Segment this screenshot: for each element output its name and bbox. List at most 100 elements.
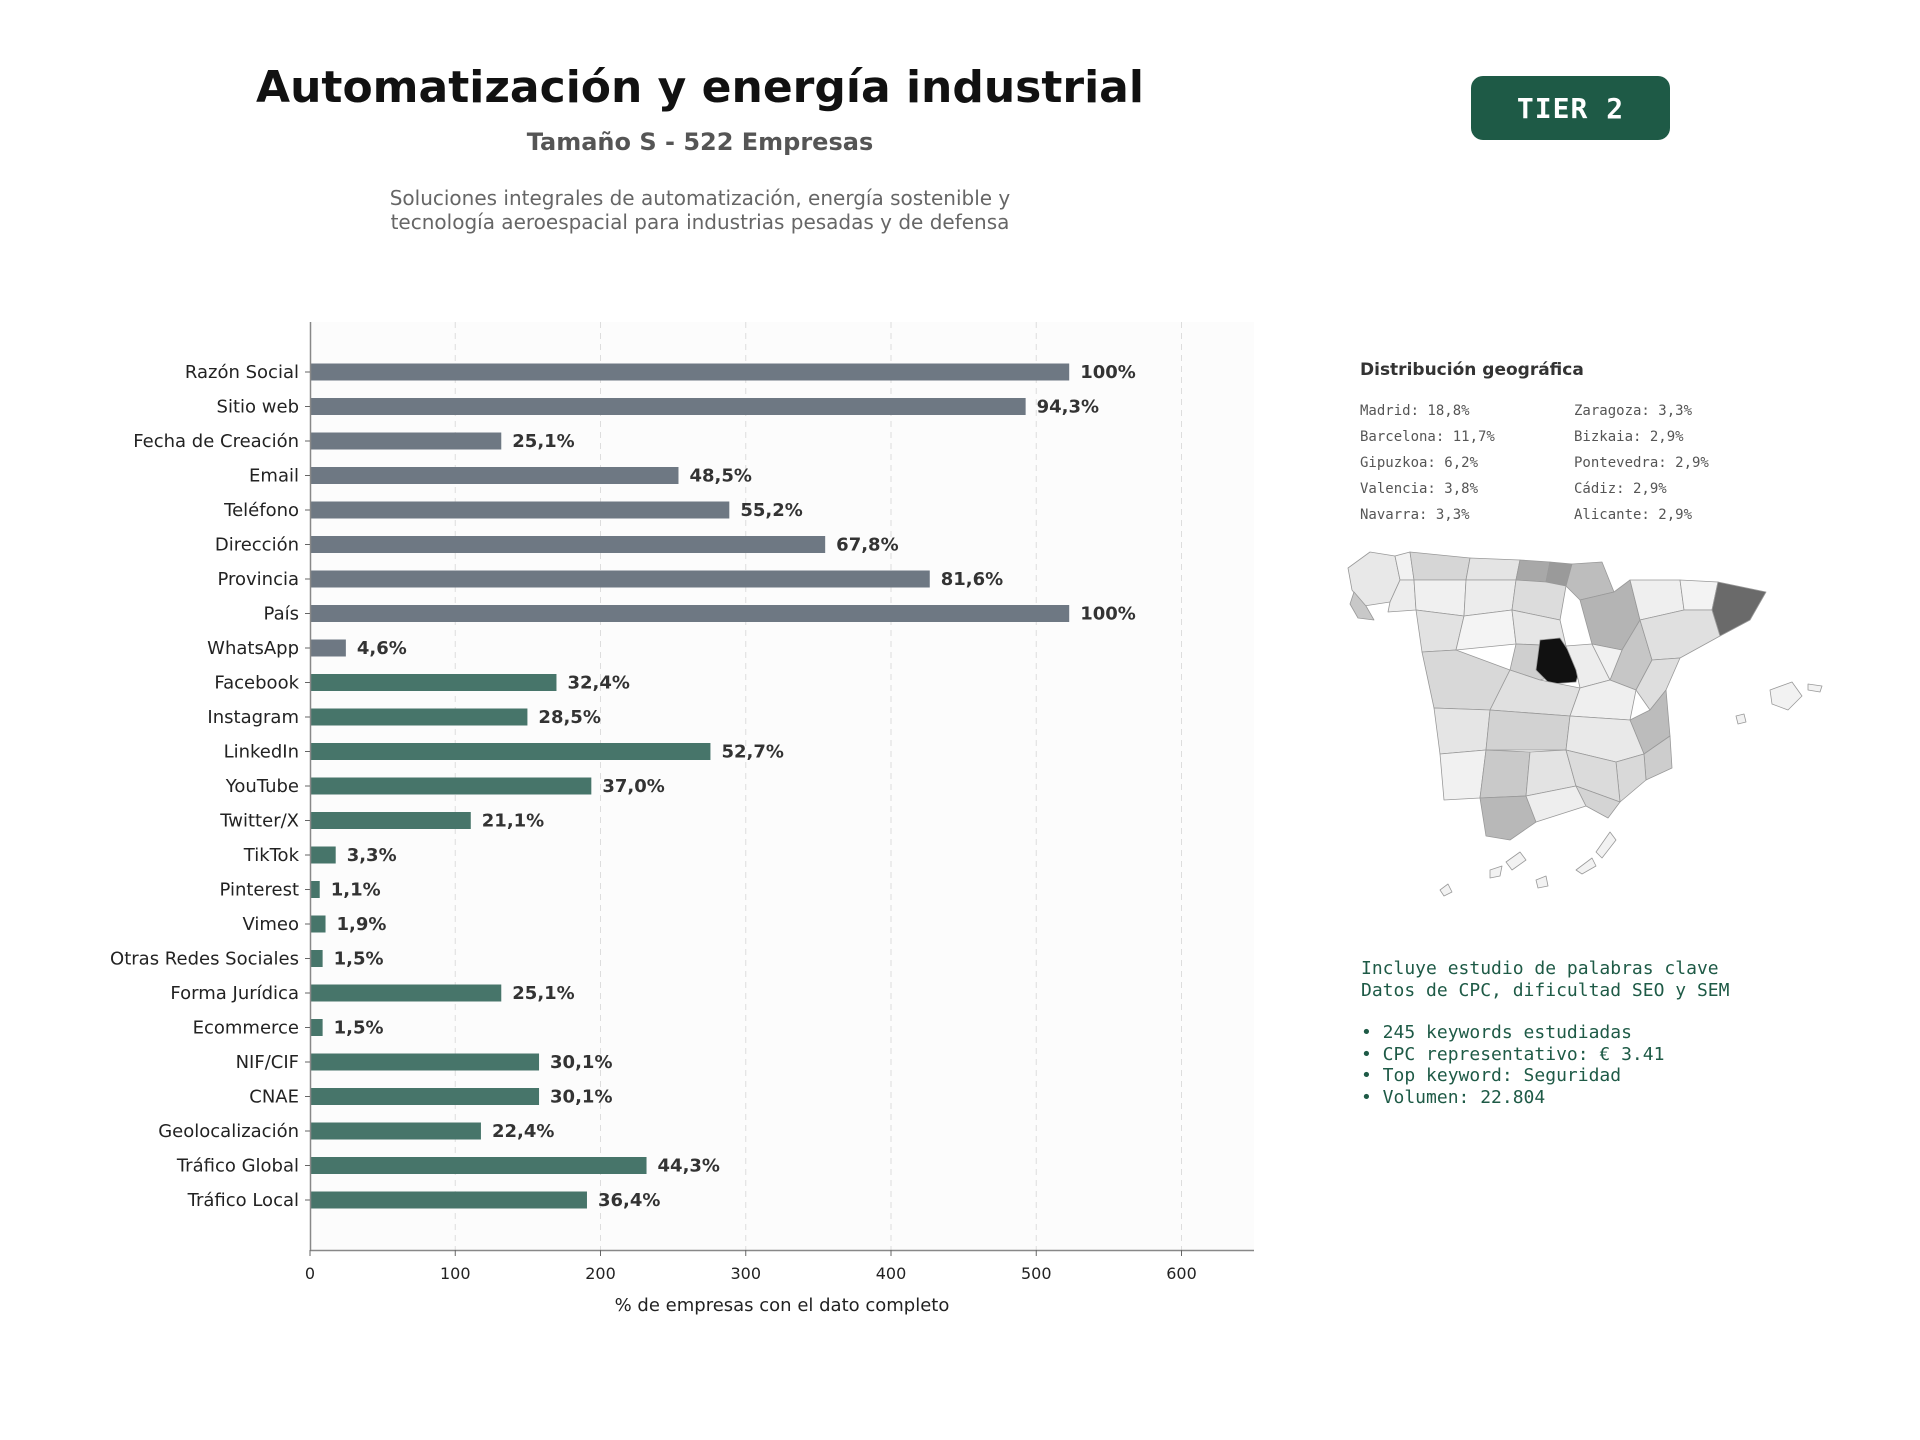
x-tick-label: 600	[1166, 1264, 1197, 1283]
bar	[311, 984, 502, 1002]
bar	[311, 570, 930, 588]
y-tick-label: Facebook	[214, 673, 299, 694]
bar	[311, 915, 326, 933]
bar-chart: Razón Social 100% Sitio web 94,3% Fecha de C…	[110, 322, 1254, 1316]
bar	[311, 1053, 540, 1071]
bar	[311, 743, 711, 760]
map-region	[1479, 749, 1531, 799]
seo-line: Datos de CPC, dificultad SEO y SEM	[1361, 979, 1730, 1001]
geo-item: Zaragoza: 3,3%	[1574, 403, 1693, 419]
description-line: tecnología aeroespacial para industrias …	[390, 210, 1010, 234]
geo-item: Barcelona: 11,7%	[1360, 429, 1495, 445]
y-tick-label: Provincia	[217, 569, 299, 590]
bar	[311, 467, 679, 484]
spacer	[1361, 1001, 1729, 1022]
geo-item: Madrid: 18,8%	[1360, 403, 1470, 419]
map-region	[1505, 851, 1527, 871]
data-label: 25,1%	[512, 431, 574, 452]
map-region	[1769, 681, 1803, 711]
data-label: 48,5%	[689, 466, 751, 487]
y-tick-label: País	[264, 604, 299, 625]
bar	[311, 1157, 647, 1174]
bar	[311, 432, 502, 450]
data-label: 52,7%	[721, 742, 783, 763]
y-tick-label: Fecha de Creación	[133, 431, 299, 452]
data-label: 37,0%	[602, 776, 664, 797]
y-tick-label: NIF/CIF	[236, 1052, 299, 1073]
data-label: 100%	[1080, 362, 1136, 383]
bar	[311, 1088, 540, 1105]
geo-distribution-title: Distribución geográfica	[1360, 360, 1584, 380]
y-tick-label: Email	[249, 466, 299, 487]
map-region	[1349, 591, 1375, 621]
y-tick-label: Ecommerce	[193, 1018, 299, 1039]
x-axis-label: % de empresas con el dato completo	[615, 1295, 950, 1316]
map-region	[1575, 857, 1597, 875]
bar	[311, 812, 471, 829]
data-label: 1,9%	[337, 914, 387, 935]
x-tick-label: 400	[876, 1264, 907, 1283]
data-label: 81,6%	[941, 569, 1003, 590]
data-label: 32,4%	[567, 673, 629, 694]
map-region	[1711, 581, 1767, 637]
data-label: 30,1%	[550, 1052, 612, 1073]
map-region	[1807, 683, 1823, 693]
page-title: Automatización y energía industrial	[256, 62, 1144, 113]
bars: Razón Social 100% Sitio web 94,3% Fecha de C…	[110, 362, 1136, 1211]
data-label: 1,5%	[334, 949, 384, 970]
geo-item: Bizkaia: 2,9%	[1574, 429, 1684, 445]
spain-province-map	[1347, 551, 1823, 897]
page-description: Soluciones integrales de automatización,…	[0, 186, 1400, 234]
geo-item: Alicante: 2,9%	[1574, 507, 1693, 523]
map-region	[1635, 657, 1681, 711]
data-label: 28,5%	[538, 707, 600, 728]
map-region	[1485, 709, 1571, 751]
y-tick-label: Twitter/X	[219, 811, 299, 832]
map-region	[1455, 609, 1517, 651]
bar	[311, 501, 730, 519]
description-line: Soluciones integrales de automatización,…	[389, 186, 1011, 210]
map-region	[1615, 753, 1647, 803]
x-ticks: 0 100 200 300 400 500 600	[305, 371, 1197, 1283]
geo-item: Cádiz: 2,9%	[1574, 481, 1667, 497]
map-region	[1575, 785, 1621, 819]
data-label: 4,6%	[357, 638, 407, 659]
geo-item: Pontevedra: 2,9%	[1574, 455, 1709, 471]
data-label: 55,2%	[740, 500, 802, 521]
bar	[311, 1122, 481, 1140]
map-region	[1489, 865, 1503, 879]
y-tick-label: CNAE	[249, 1087, 299, 1108]
bar	[311, 674, 557, 691]
seo-info-block: Incluye estudio de palabras clave Datos …	[1361, 958, 1729, 1108]
y-tick-label: Tráfico Global	[176, 1156, 299, 1177]
y-tick-label: TikTok	[243, 845, 300, 866]
y-tick-label: Vimeo	[242, 914, 299, 935]
seo-line: Incluye estudio de palabras clave	[1361, 958, 1719, 979]
bar	[311, 605, 1070, 622]
data-label: 44,3%	[658, 1156, 720, 1177]
data-label: 1,5%	[334, 1018, 384, 1039]
seo-bullet: • Top keyword: Seguridad	[1361, 1065, 1622, 1086]
data-label: 21,1%	[482, 811, 544, 832]
geo-list-right: Zaragoza: 3,3% Bizkaia: 2,9% Pontevedra:…	[1574, 398, 1709, 528]
data-label: 25,1%	[512, 983, 574, 1004]
data-label: 100%	[1080, 604, 1136, 625]
y-tick-label: YouTube	[225, 776, 299, 797]
bar	[311, 708, 528, 726]
y-tick-label: LinkedIn	[224, 742, 299, 763]
data-label: 67,8%	[836, 535, 898, 556]
map-region	[1433, 707, 1491, 755]
y-tick-label: WhatsApp	[207, 638, 299, 659]
map-region	[1639, 609, 1721, 661]
tier-badge: TIER 2	[1471, 76, 1670, 140]
bar	[311, 846, 336, 864]
map-region	[1595, 831, 1617, 859]
map-region	[1535, 637, 1581, 685]
data-label: 94,3%	[1037, 397, 1099, 418]
bar	[311, 950, 323, 967]
data-label: 1,1%	[331, 880, 381, 901]
map-region	[1535, 875, 1549, 889]
geo-list-left: Madrid: 18,8% Barcelona: 11,7% Gipuzkoa:…	[1360, 398, 1495, 528]
map-region	[1409, 551, 1471, 581]
map-region	[1465, 557, 1521, 581]
